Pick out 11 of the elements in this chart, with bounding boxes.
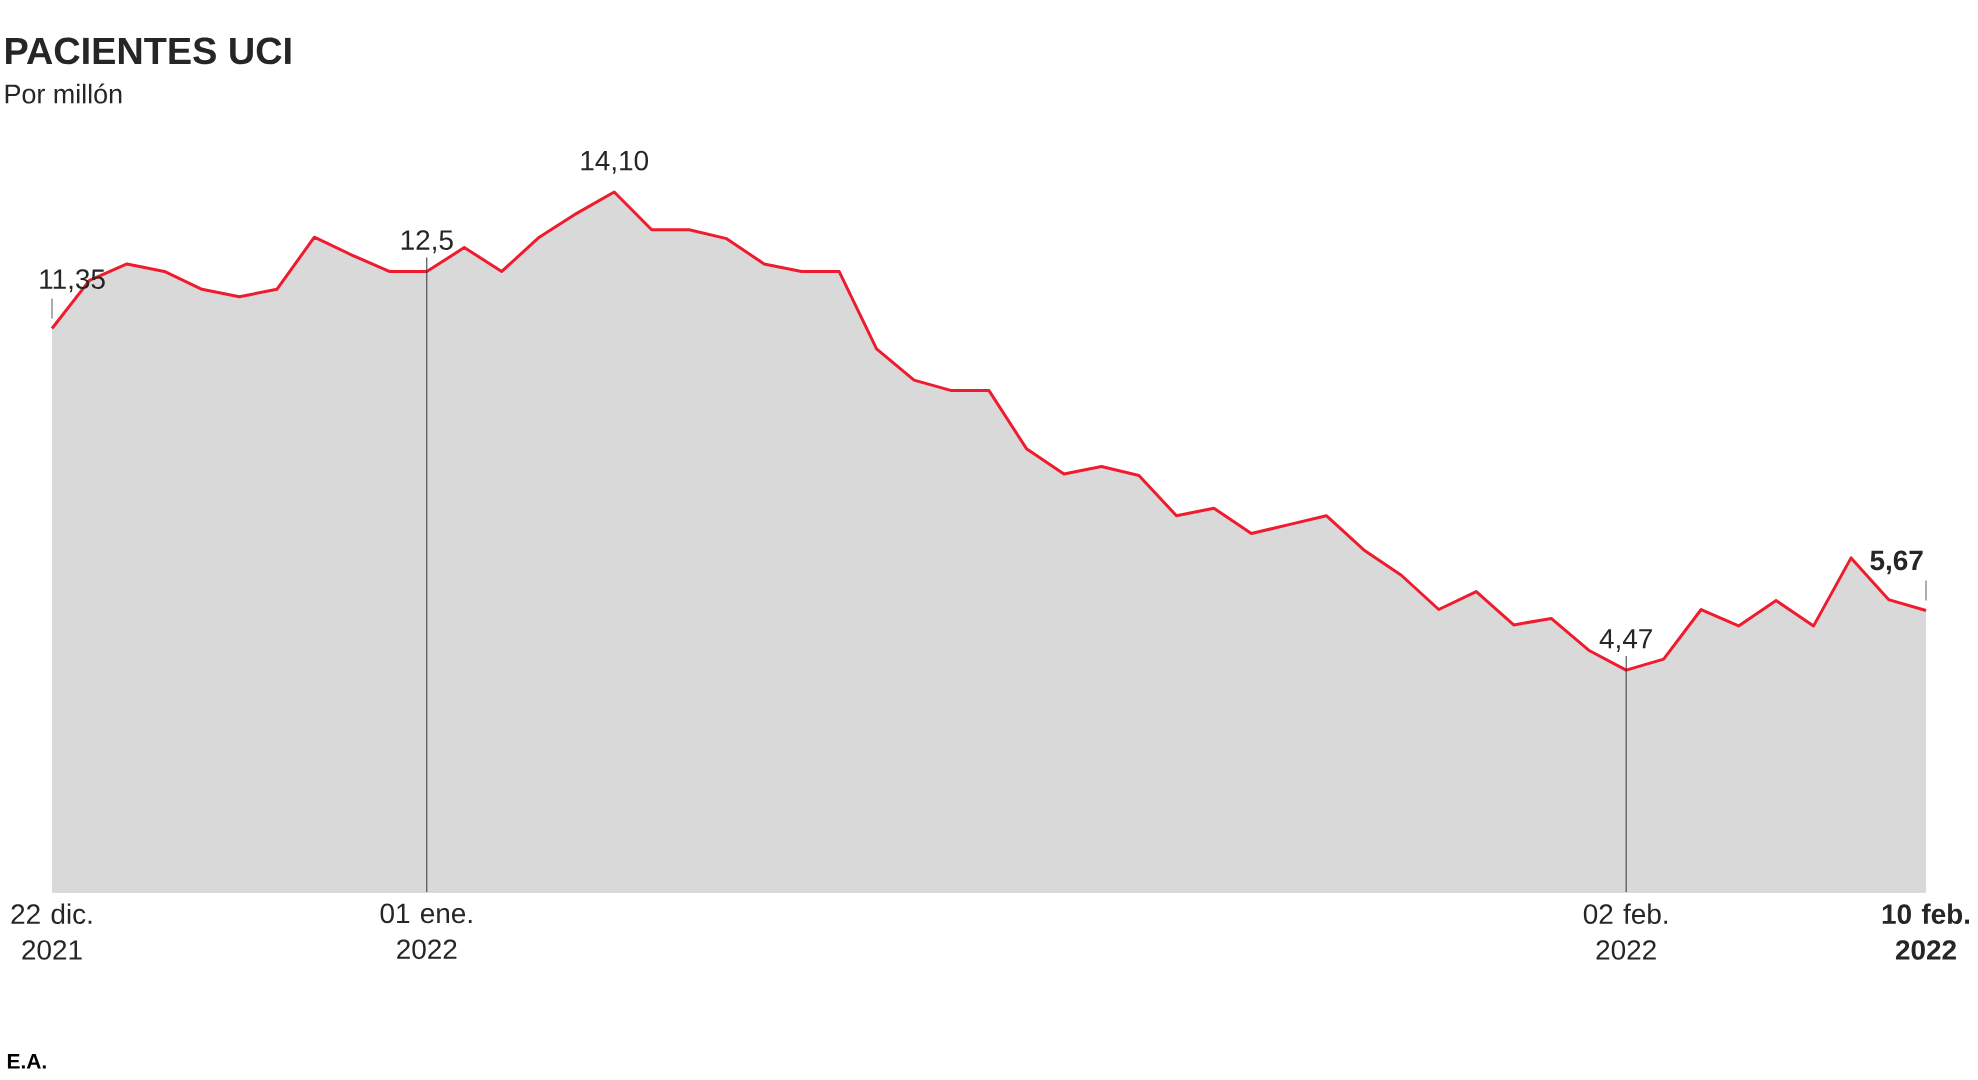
data-label: 12,5	[401, 230, 453, 254]
x-tick-label: 02 feb. 2022	[1583, 903, 1668, 960]
x-tick-label: 10 feb. 2022	[1882, 903, 1970, 960]
text: E.A.	[7, 1054, 46, 1069]
data-label: 4,47	[1599, 629, 1652, 652]
data-label: 14,10	[581, 150, 649, 174]
chart-title: PACIENTES UCI	[6, 37, 291, 65]
x-tick-label: 01 ene. 2022	[380, 903, 472, 960]
data-label: 5,67	[1870, 550, 1923, 575]
x-tick-label: 22 dic. 2021	[11, 903, 92, 960]
chart-subtitle: Por millón	[5, 83, 122, 104]
